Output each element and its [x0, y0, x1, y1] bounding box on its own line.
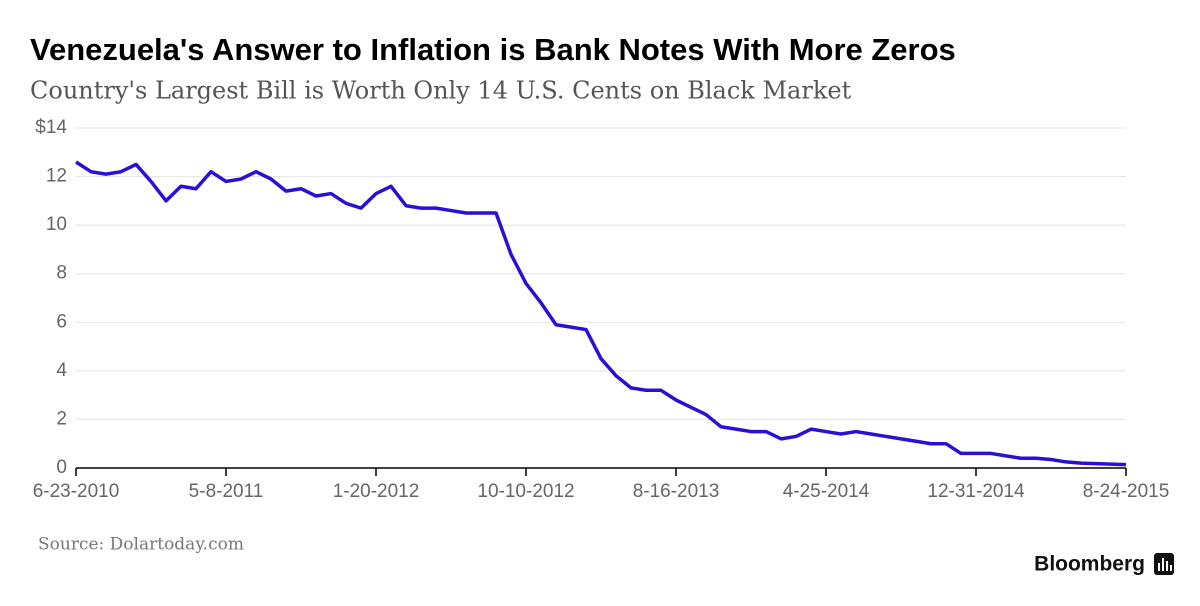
y-tick-label: 12 — [46, 166, 67, 187]
x-tick-label: 6-23-2010 — [33, 481, 120, 502]
brand-icon — [1154, 553, 1174, 575]
y-tick-label: 6 — [56, 311, 67, 332]
y-tick-label: 8 — [56, 263, 67, 284]
source: Source: Dolartoday.com — [38, 535, 244, 555]
y-tick-label: 10 — [46, 214, 67, 235]
y-tick-label: 0 — [56, 457, 67, 478]
x-tick-label: 8-24-2015 — [1083, 481, 1170, 502]
y-tick-label: 2 — [56, 408, 67, 429]
x-tick-label: 10-10-2012 — [477, 481, 574, 502]
y-tick-label: $14 — [35, 117, 67, 138]
chart-title: Venezuela's Answer to Inflation is Bank … — [30, 32, 956, 67]
line — [75, 160, 1127, 467]
x-tick-label: 5-8-2011 — [189, 481, 264, 502]
brand: Bloomberg — [1034, 553, 1145, 576]
x-tick-label: 8-16-2013 — [633, 481, 720, 502]
chart-subtitle: Country's Largest Bill is Worth Only 14 … — [30, 77, 852, 105]
y-tick-label: 4 — [56, 360, 67, 381]
x-tick-label: 1-20-2012 — [333, 481, 420, 502]
x-tick-label: 4-25-2014 — [783, 481, 870, 502]
x-tick-label: 12-31-2014 — [927, 481, 1025, 502]
